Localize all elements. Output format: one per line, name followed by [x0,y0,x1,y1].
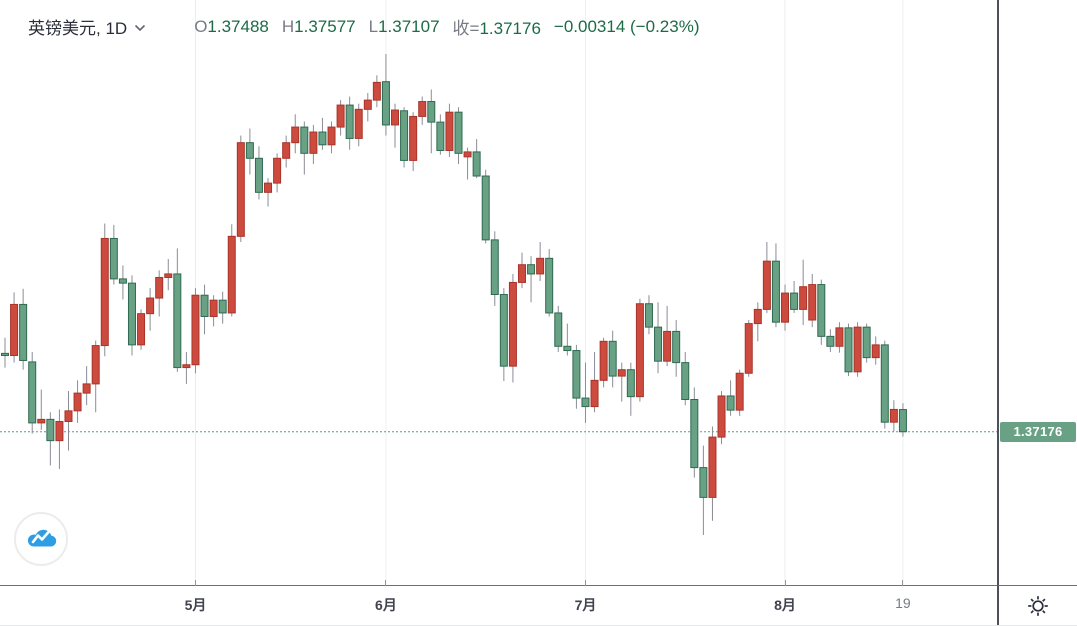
ohlc-readout: O1.37488 H1.37577 L1.37107 收=1.37176 −0.… [194,14,699,39]
chart-logo-button[interactable] [14,512,68,566]
open-readout: O1.37488 [194,16,269,36]
time-axis-label: 5月 [184,597,207,613]
time-axis[interactable]: 5月 6月 7月 8月 19 [0,580,997,625]
chart-legend: 英镑美元, 1D O1.37488 H1.37577 L1.37107 收=1.… [28,14,699,39]
candlestick-chart[interactable] [0,0,997,585]
time-axis-tick [902,580,904,586]
symbol-title: 英镑美元, 1D [28,19,128,38]
time-axis-label: 6月 [375,597,397,613]
high-readout: H1.37577 [281,16,356,36]
chart-pane[interactable]: 英镑美元, 1D O1.37488 H1.37577 L1.37107 收=1.… [0,0,997,585]
time-axis-label: 19 [895,595,911,611]
time-axis-tick [194,580,196,586]
symbol-title-button[interactable]: 英镑美元, 1D [28,14,146,39]
change-readout: −0.00314 (−0.23%) [553,16,700,36]
time-axis-tick [584,580,586,586]
price-axis[interactable]: 1.37176 [997,0,1077,585]
chevron-down-icon [135,24,146,32]
time-axis-tick [784,580,786,586]
settings-gear-icon [1028,596,1048,616]
axis-settings-button[interactable] [997,585,1077,625]
time-axis-tick [385,580,387,586]
low-readout: L1.37107 [368,16,440,36]
current-price-label: 1.37176 [1000,421,1076,442]
time-axis-label: 7月 [574,597,597,613]
time-axis-label: 8月 [774,597,796,613]
close-readout: 收=1.37176 [452,19,541,38]
cloud-chart-logo-icon [27,529,57,547]
